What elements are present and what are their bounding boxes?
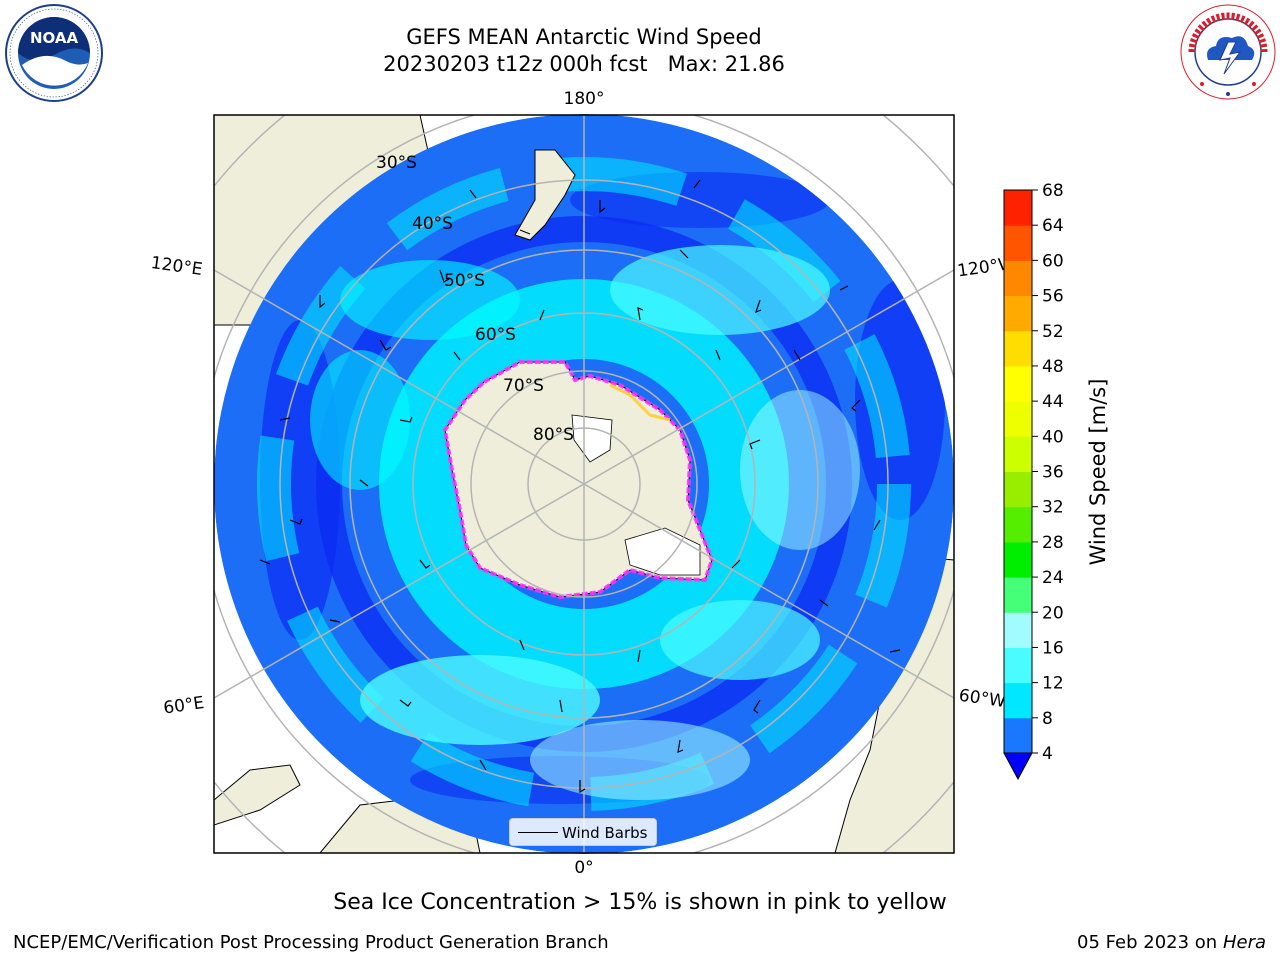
colorbar-segment [1004, 436, 1032, 472]
nws-logo [1178, 2, 1278, 106]
footer-date: 05 Feb 2023 on Hera [1077, 932, 1266, 953]
lat-label-70s: 70°S [503, 376, 544, 396]
colorbar-segment [1004, 401, 1032, 437]
sea-ice-high-concentration [609, 383, 671, 422]
footer-host: Hera [1222, 932, 1266, 953]
colorbar-tick-label: 28 [1042, 533, 1064, 553]
lon-label-60e: 60°E [162, 693, 205, 718]
lat-label-30s: 30°S [376, 153, 417, 173]
madagascar-landmass [214, 764, 301, 826]
lon-label-180: 180° [564, 89, 605, 109]
lon-label-0: 0° [574, 858, 593, 878]
noaa-logo: NOAA [4, 3, 104, 107]
svg-text:NOAA: NOAA [30, 29, 79, 47]
colorbar-label: Wind Speed [m/s] [1086, 379, 1110, 566]
nws-logo-icon [1180, 4, 1276, 100]
colorbar-segment [1004, 577, 1032, 613]
colorbar-tick-label: 68 [1042, 181, 1064, 201]
chart-title: GEFS MEAN Antarctic Wind Speed 20230203 … [0, 24, 1168, 78]
lon-label-120e: 120°E [150, 253, 204, 280]
colorbar-tick-label: 56 [1042, 287, 1064, 307]
colorbar-segment [1004, 260, 1032, 297]
footer-date-text: 05 Feb 2023 on [1077, 932, 1218, 953]
new-zealand-landmass [514, 149, 576, 241]
colorbar-segment [1004, 190, 1032, 226]
ross-ice-shelf [571, 414, 613, 463]
legend-label: Wind Barbs [562, 824, 648, 842]
colorbar-tick-label: 36 [1042, 463, 1064, 483]
colorbar-segment [1004, 295, 1032, 332]
colorbar-segment [1004, 682, 1032, 719]
lat-label-60s: 60°S [475, 325, 516, 345]
lat-label-40s: 40°S [412, 214, 453, 234]
colorbar-tick-label: 64 [1042, 216, 1064, 236]
colorbar-tick-label: 60 [1042, 251, 1064, 271]
noaa-logo-icon: NOAA [5, 4, 103, 102]
title-line-1: GEFS MEAN Antarctic Wind Speed [406, 25, 762, 49]
colorbar-segment [1004, 717, 1032, 754]
colorbar-segment [1004, 330, 1032, 367]
colorbar: 68 64 60 56 52 48 44 40 36 32 28 24 20 16 12 8 4 [1003, 181, 1064, 781]
colorbar-segment [1004, 506, 1032, 543]
colorbar-segment [1004, 471, 1032, 508]
map-frame [213, 114, 955, 854]
lat-label-80s: 80°S [533, 425, 574, 445]
colorbar-tick-label: 20 [1042, 603, 1064, 623]
colorbar-tick-label: 12 [1042, 674, 1064, 694]
graticule [214, 115, 954, 853]
title-line-2: 20230203 t12z 000h fcst Max: 21.86 [383, 52, 785, 76]
colorbar-tick-label: 32 [1042, 498, 1064, 518]
wind-barbs [259, 179, 901, 794]
colorbar-segment [1004, 612, 1032, 648]
colorbar-tick-label: 4 [1042, 744, 1053, 764]
colorbar-tick-label: 8 [1042, 709, 1053, 729]
colorbar-tick-label: 24 [1042, 568, 1064, 588]
sea-ice-edge [442, 360, 715, 600]
colorbar-segment [1004, 541, 1032, 578]
legend-line-swatch [518, 832, 558, 833]
lat-label-50s: 50°S [444, 271, 485, 291]
lon-label-60w: 60°W [958, 686, 1007, 712]
colorbar-segment [1004, 225, 1032, 261]
colorbar-tick-label: 44 [1042, 392, 1064, 412]
colorbar-tick-label: 16 [1042, 638, 1064, 658]
colorbar-tick-label: 52 [1042, 322, 1064, 342]
colorbar-tick-label: 48 [1042, 357, 1064, 377]
map-legend: Wind Barbs [509, 818, 657, 846]
colorbar-segment [1004, 365, 1032, 402]
sea-ice-note: Sea Ice Concentration > 15% is shown in … [333, 890, 947, 915]
colorbar-tick-label: 40 [1042, 427, 1064, 447]
footer-credit: NCEP/EMC/Verification Post Processing Pr… [13, 932, 609, 953]
colorbar-segment [1004, 647, 1032, 684]
colorbar-extend-triangle [1003, 752, 1033, 781]
